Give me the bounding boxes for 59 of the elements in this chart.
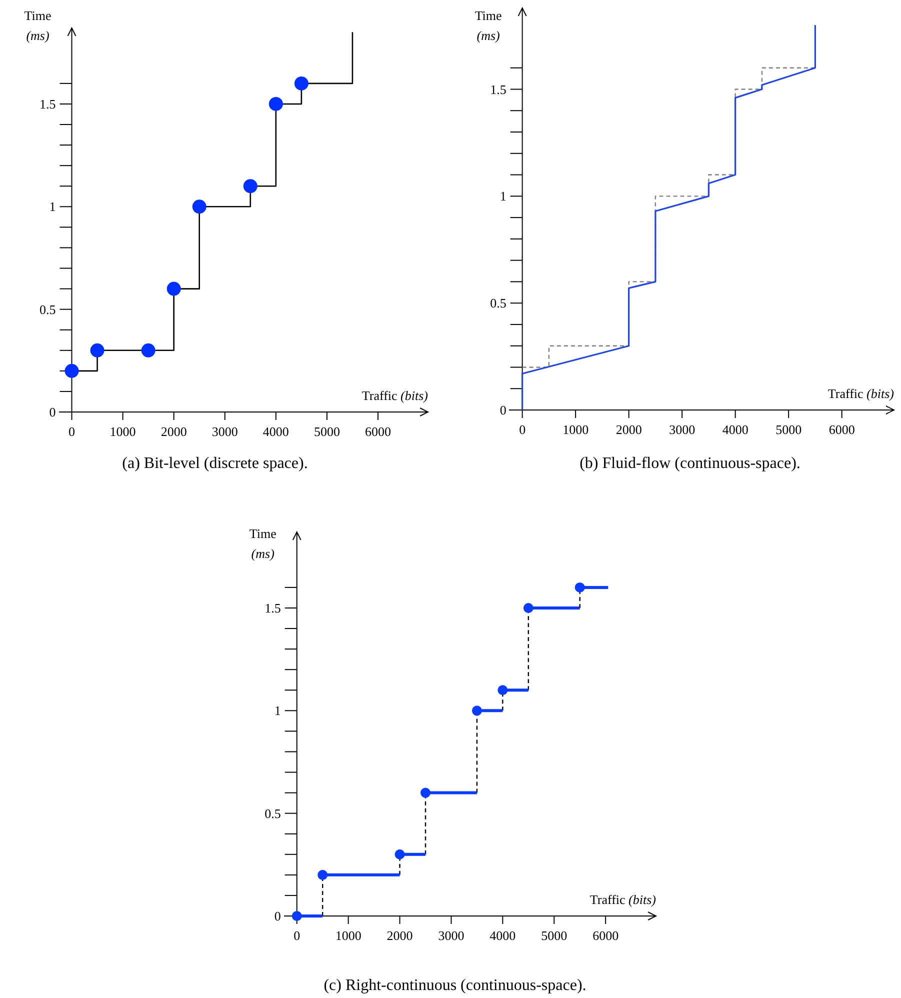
y-tick-label: 0: [274, 908, 281, 924]
x-tick-label: 2000: [616, 422, 642, 437]
point: [268, 96, 283, 111]
x-tick-label: 6000: [592, 928, 619, 943]
text: (b) Fluid-flow (continuous-space).: [580, 455, 800, 472]
x-tick-label: 2000: [160, 424, 187, 439]
x-tick-label: 6000: [828, 422, 855, 437]
x-tick-label: 5000: [314, 424, 340, 439]
y-tick-label: 1: [274, 703, 281, 718]
point: [64, 364, 79, 378]
x-tick-label: 2000: [386, 928, 413, 943]
y-tick-label: 0.5: [40, 302, 56, 317]
x-tick-label: 3000: [212, 424, 238, 439]
y-axis-title: Time (ms): [474, 8, 502, 43]
y-tick-label: 1.5: [264, 600, 281, 616]
x-tick-label: 4000: [490, 928, 516, 943]
x-tick-label: 4000: [722, 422, 748, 437]
y-tick-label: 1.5: [490, 82, 506, 97]
point: [294, 76, 308, 90]
y-axis-title: Time (ms): [24, 8, 52, 43]
x-axis-title: Traffic (bits): [362, 388, 428, 403]
y-tick-label: 1: [49, 199, 56, 214]
line-series: [522, 24, 816, 411]
y-tick-label: 0: [500, 402, 506, 418]
x-tick-label: 1000: [562, 422, 589, 437]
point: [166, 282, 181, 296]
x-tick-label: 3000: [669, 422, 696, 437]
point: [574, 582, 585, 592]
point: [523, 602, 534, 613]
x-tick-label: 1000: [335, 928, 362, 943]
x-tick-label: 0: [68, 424, 76, 439]
point: [318, 870, 328, 880]
point: [243, 179, 258, 194]
y-tick-label: 0.5: [490, 296, 506, 311]
x-tick-label: 0: [519, 422, 526, 437]
point: [394, 849, 405, 860]
point: [420, 788, 430, 798]
x-tick-label: 1000: [110, 424, 136, 439]
point: [498, 685, 508, 696]
x-axis-title: Traffic (bits): [590, 892, 656, 907]
x-tick-label: 6000: [364, 424, 391, 439]
point: [192, 200, 206, 214]
x-axis-title: Traffic (bits): [828, 386, 894, 401]
y-tick-label: 1.5: [40, 96, 56, 112]
x-tick-label: 4000: [262, 424, 289, 439]
point: [90, 343, 104, 358]
y-tick-label: 0: [49, 404, 56, 420]
point: [472, 706, 482, 716]
x-tick-label: 5000: [776, 422, 802, 437]
text: (a) Bit-level (discrete space).: [122, 455, 308, 472]
y-tick-label: 1: [500, 188, 506, 204]
point: [292, 911, 302, 921]
x-tick-label: 5000: [541, 928, 568, 943]
y-tick-label: 0.5: [264, 806, 281, 821]
x-tick-label: 3000: [438, 928, 464, 943]
y-axis-title: Time (ms): [249, 526, 277, 561]
text: (c) Right-continuous (continuous-space).: [324, 977, 586, 994]
point: [141, 343, 156, 358]
x-tick-label: 0: [294, 928, 300, 943]
